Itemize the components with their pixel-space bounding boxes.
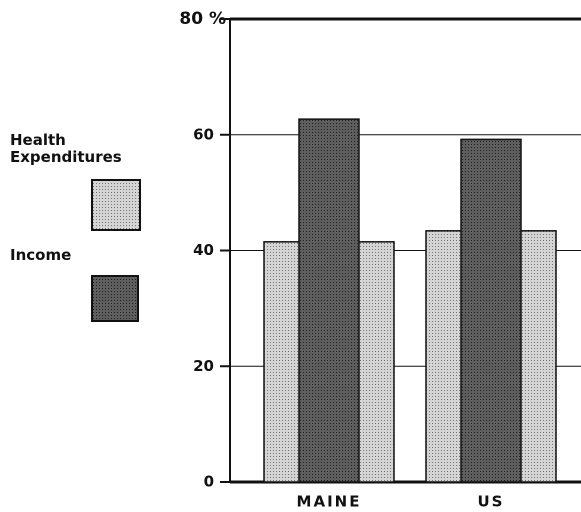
bar: [460, 138, 522, 483]
legend-label: Income: [10, 246, 72, 264]
y-tick-label: 0: [204, 473, 214, 491]
legend-swatch: [91, 275, 139, 322]
y-tick-label: 40: [193, 241, 214, 259]
y-tick-label: 60: [193, 125, 214, 143]
x-tick-label: MAINE: [297, 493, 362, 511]
y-tick-label: 20: [193, 357, 214, 375]
legend-label: Health Expenditures: [10, 131, 122, 166]
legend-swatch: [91, 179, 141, 231]
bar: [298, 118, 360, 483]
y-tick-label: 80 %: [179, 9, 226, 29]
x-tick-label: US: [478, 493, 505, 511]
